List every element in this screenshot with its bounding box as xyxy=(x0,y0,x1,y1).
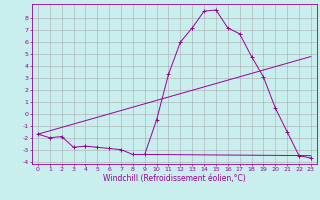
X-axis label: Windchill (Refroidissement éolien,°C): Windchill (Refroidissement éolien,°C) xyxy=(103,174,246,183)
